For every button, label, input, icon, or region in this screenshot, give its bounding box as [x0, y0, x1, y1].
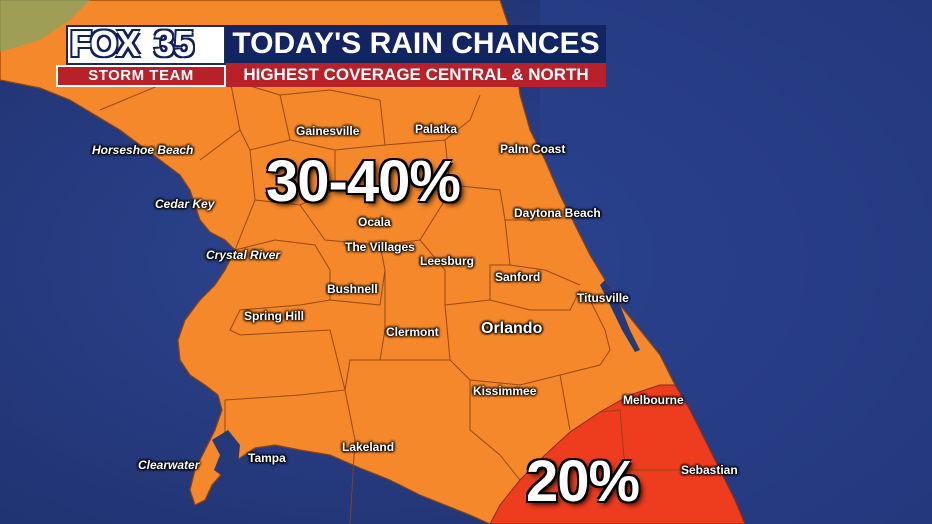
city-lakeland: Lakeland: [342, 440, 395, 454]
city-tampa: Tampa: [248, 451, 286, 465]
logo-panel: [66, 25, 226, 65]
city-clearwater: Clearwater: [138, 458, 200, 472]
zone-20-label: 20%: [526, 449, 640, 514]
county-borders: [99, 79, 690, 524]
zone-30-40-label: 30-40%: [266, 149, 461, 214]
zone-20-area: [489, 384, 746, 524]
city-spring-hill: Spring Hill: [244, 309, 304, 323]
logo-fox-text: FOX: [70, 23, 140, 64]
city-palatka: Palatka: [415, 122, 458, 136]
city-sebastian: Sebastian: [681, 463, 738, 477]
tampa-bay: [212, 430, 240, 478]
city-palm-coast: Palm Coast: [500, 142, 566, 156]
city-clermont: Clermont: [386, 325, 439, 339]
city-bushnell: Bushnell: [327, 282, 378, 296]
city-horseshoe-beach: Horseshoe Beach: [92, 143, 194, 157]
graphic-subtitle: HIGHEST COVERAGE CENTRAL & NORTH: [226, 63, 606, 87]
city-leesburg: Leesburg: [420, 254, 475, 268]
city-ocala: Ocala: [358, 215, 391, 229]
city-kissimmee: Kissimmee: [473, 384, 537, 398]
city-titusville: Titusville: [577, 291, 629, 305]
city-the-villages: The Villages: [345, 240, 415, 254]
logo-number: 35: [154, 23, 195, 64]
logo-box: FOX 35 STORM TEAM: [56, 23, 226, 87]
logo-storm-team: STORM TEAM: [56, 65, 226, 87]
city-sanford: Sanford: [495, 270, 541, 284]
city-melbourne: Melbourne: [623, 393, 684, 407]
indian-river-lagoon: [600, 280, 640, 352]
city-crystal-river: Crystal River: [206, 248, 281, 262]
city-cedar-key: Cedar Key: [155, 197, 215, 211]
graphic-title: TODAY'S RAIN CHANCES: [226, 25, 606, 63]
city-daytona-beach: Daytona Beach: [514, 206, 601, 220]
city-gainesville: Gainesville: [296, 124, 360, 138]
city-orlando: Orlando: [481, 320, 543, 337]
georgia-land: [0, 0, 90, 52]
